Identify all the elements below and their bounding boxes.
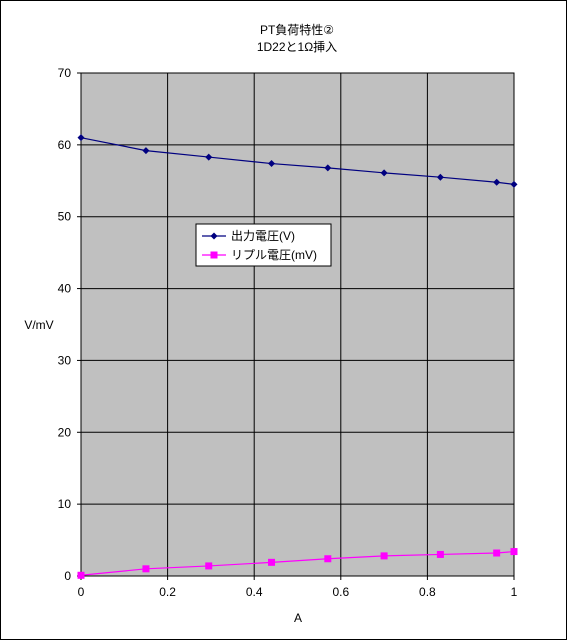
y-axis-label: V/mV (24, 318, 53, 332)
chart-subtitle: 1D22と1Ω挿入 (257, 40, 337, 54)
data-point-marker (510, 548, 518, 556)
legend-entry: 出力電圧(V) (202, 229, 295, 243)
data-point-marker (493, 549, 501, 557)
data-point-marker (510, 180, 518, 188)
data-point-marker (142, 147, 150, 155)
data-point-marker (77, 571, 85, 579)
legend: 出力電圧(V) リプル電圧(mV) (195, 223, 332, 267)
y-tick-label: 40 (58, 282, 72, 296)
data-point-marker (436, 550, 444, 558)
data-point-marker (268, 558, 276, 566)
y-tick-label: 20 (58, 425, 72, 439)
y-tick-label: 0 (64, 569, 71, 583)
y-tick-label: 50 (58, 210, 72, 224)
data-point-marker (77, 134, 85, 142)
x-tick-label: 0 (78, 585, 85, 599)
x-tick-label: 0.2 (159, 585, 176, 599)
x-tick-label: 0.8 (419, 585, 436, 599)
data-point-marker (210, 232, 218, 240)
legend-box (195, 223, 332, 267)
data-point-marker (268, 160, 276, 168)
chart-title: PT負荷特性② (260, 22, 334, 37)
y-tick-label: 60 (58, 138, 72, 152)
legend-label: 出力電圧(V) (231, 229, 295, 243)
x-tick-label: 0.4 (246, 585, 263, 599)
series-2 (77, 548, 518, 579)
data-point-marker (436, 173, 444, 181)
x-tick-label: 1 (511, 585, 518, 599)
data-point-marker (380, 169, 388, 177)
y-tick-label: 70 (58, 66, 72, 80)
data-point-marker (205, 153, 213, 161)
x-tick-label: 0.6 (332, 585, 349, 599)
y-tick-label: 30 (58, 353, 72, 367)
x-axis-label: A (294, 611, 302, 625)
y-tick-label: 10 (58, 497, 72, 511)
data-point-marker (324, 164, 332, 172)
data-point-marker (142, 565, 150, 573)
data-point-marker (324, 555, 332, 563)
data-point-marker (210, 251, 218, 259)
plot-area (81, 73, 514, 576)
legend-label: リプル電圧(mV) (231, 248, 317, 262)
legend-entry: リプル電圧(mV) (202, 248, 317, 262)
data-point-marker (205, 562, 213, 570)
plot-border (80, 72, 515, 577)
data-point-marker (380, 552, 388, 560)
series-1 (77, 134, 518, 188)
data-point-marker (493, 178, 501, 186)
